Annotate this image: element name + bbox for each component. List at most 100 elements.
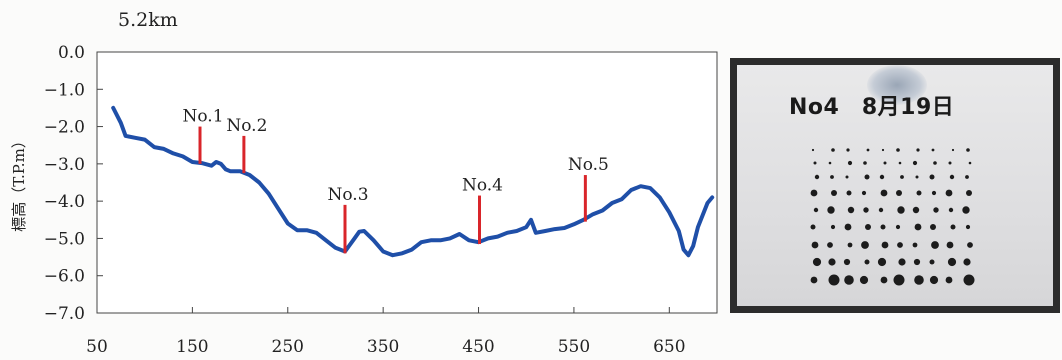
sediment-dot bbox=[830, 175, 834, 179]
sediment-dot bbox=[880, 224, 886, 230]
sediment-dot bbox=[893, 274, 905, 286]
sediment-dot bbox=[968, 161, 972, 165]
sediment-dot bbox=[844, 223, 852, 231]
sediment-dot bbox=[967, 242, 973, 248]
sediment-dot bbox=[813, 207, 819, 213]
sediment-dots bbox=[810, 148, 975, 286]
sediment-dot bbox=[946, 241, 954, 249]
sediment-dot bbox=[916, 148, 920, 152]
sediment-dot bbox=[914, 275, 924, 285]
sample-plate: No4 8月19日 bbox=[737, 65, 1053, 306]
sediment-dot bbox=[931, 241, 939, 249]
x-tick-label: 150 bbox=[176, 337, 208, 357]
sediment-dot bbox=[966, 190, 972, 196]
sediment-dot bbox=[810, 276, 818, 284]
y-tick-label: 0.0 bbox=[58, 43, 85, 63]
sediment-dot bbox=[881, 148, 885, 152]
sediment-dot bbox=[847, 160, 853, 166]
plot-area bbox=[96, 51, 718, 314]
sediment-dot bbox=[951, 148, 955, 152]
sediment-dot bbox=[831, 190, 837, 196]
sediment-dot bbox=[898, 258, 906, 266]
sediment-dot bbox=[812, 257, 822, 267]
sediment-dot bbox=[965, 224, 971, 230]
sediment-dot bbox=[810, 189, 818, 197]
sediment-dot bbox=[814, 174, 820, 180]
y-axis-label: 標高（T.P.m） bbox=[10, 133, 28, 232]
sample-photo: No4 8月19日 bbox=[730, 58, 1060, 313]
sediment-dot bbox=[931, 148, 935, 152]
survey-marker-label: No.4 bbox=[462, 176, 503, 196]
sediment-dot bbox=[864, 174, 870, 180]
sediment-dot bbox=[929, 174, 935, 180]
sediment-dot bbox=[949, 174, 955, 180]
survey-point-markers: No.1 No.2 No.3 No.4 No.5 bbox=[182, 107, 609, 254]
survey-marker-label: No.3 bbox=[327, 185, 368, 205]
sediment-dot bbox=[827, 206, 835, 214]
sediment-dot bbox=[912, 242, 918, 248]
survey-marker-label: No.5 bbox=[568, 155, 609, 175]
y-tick-label: −2.0 bbox=[44, 118, 85, 138]
sediment-dot bbox=[945, 276, 953, 284]
sediment-dot bbox=[948, 161, 952, 165]
y-axis: 0.0 −1.0 −2.0 −3.0 −4.0 −5.0 −6.0 −7.0 bbox=[44, 43, 103, 324]
sediment-dot bbox=[859, 275, 869, 285]
survey-marker-label: No.1 bbox=[182, 107, 223, 127]
sediment-dot bbox=[896, 148, 900, 152]
sediment-dot bbox=[861, 241, 869, 249]
sediment-dot bbox=[897, 242, 903, 248]
sediment-dot bbox=[828, 274, 840, 286]
sediment-dot bbox=[828, 258, 836, 266]
elevation-chart: 5.2km （速報値） 0.0 −1.0 −2.0 −3.0 −4.0 −5.0 −6.0 −… bbox=[10, 0, 730, 357]
sediment-dot bbox=[827, 242, 833, 248]
sediment-dot bbox=[846, 148, 850, 152]
sediment-dot bbox=[912, 206, 920, 214]
sediment-dot bbox=[880, 276, 888, 284]
sediment-dot bbox=[878, 207, 884, 213]
sediment-dot bbox=[897, 206, 905, 214]
y-tick-label: −7.0 bbox=[44, 304, 85, 324]
y-tick-label: −3.0 bbox=[44, 155, 85, 175]
sediment-dot bbox=[879, 174, 885, 180]
sediment-dot bbox=[898, 161, 902, 165]
x-tick-label: 650 bbox=[653, 337, 685, 357]
sediment-dot bbox=[847, 242, 853, 248]
chart-title: 5.2km bbox=[118, 9, 178, 31]
sediment-dot bbox=[811, 148, 815, 152]
x-axis: 50 150 250 350 450 550 650 bbox=[86, 307, 686, 357]
sediment-dot bbox=[963, 274, 975, 286]
sediment-dot bbox=[880, 189, 888, 197]
sediment-dot bbox=[895, 224, 901, 230]
sediment-dot bbox=[966, 148, 970, 152]
sediment-dot bbox=[863, 161, 867, 165]
sediment-dot bbox=[881, 241, 889, 249]
sediment-dot bbox=[963, 258, 971, 266]
sediment-dot bbox=[913, 258, 921, 266]
sediment-dot bbox=[883, 161, 887, 165]
sediment-dot bbox=[945, 189, 953, 197]
header-partial-text: （速報値） bbox=[712, 0, 730, 23]
x-tick-label: 450 bbox=[462, 337, 494, 357]
x-tick-label: 550 bbox=[558, 337, 590, 357]
sediment-dot bbox=[896, 190, 902, 196]
sediment-dot bbox=[847, 206, 855, 214]
plate-spot bbox=[867, 65, 927, 105]
photo-label: No4 8月19日 bbox=[789, 95, 955, 120]
sediment-dot bbox=[811, 241, 819, 249]
y-tick-label: −5.0 bbox=[44, 229, 85, 249]
sediment-dot bbox=[844, 275, 854, 285]
sediment-dot bbox=[933, 207, 939, 213]
sediment-dot bbox=[929, 275, 939, 285]
y-tick-label: −4.0 bbox=[44, 192, 85, 212]
sediment-dot bbox=[930, 224, 936, 230]
y-tick-label: −1.0 bbox=[44, 80, 85, 100]
sediment-dot bbox=[900, 175, 904, 179]
sediment-dot bbox=[912, 160, 918, 166]
sediment-dot bbox=[813, 161, 817, 165]
sediment-dot bbox=[865, 224, 871, 230]
sediment-dot bbox=[929, 259, 935, 265]
x-tick-label: 250 bbox=[272, 337, 304, 357]
sediment-dot bbox=[861, 190, 867, 196]
y-tick-label: −6.0 bbox=[44, 267, 85, 287]
sediment-dot bbox=[962, 206, 970, 214]
